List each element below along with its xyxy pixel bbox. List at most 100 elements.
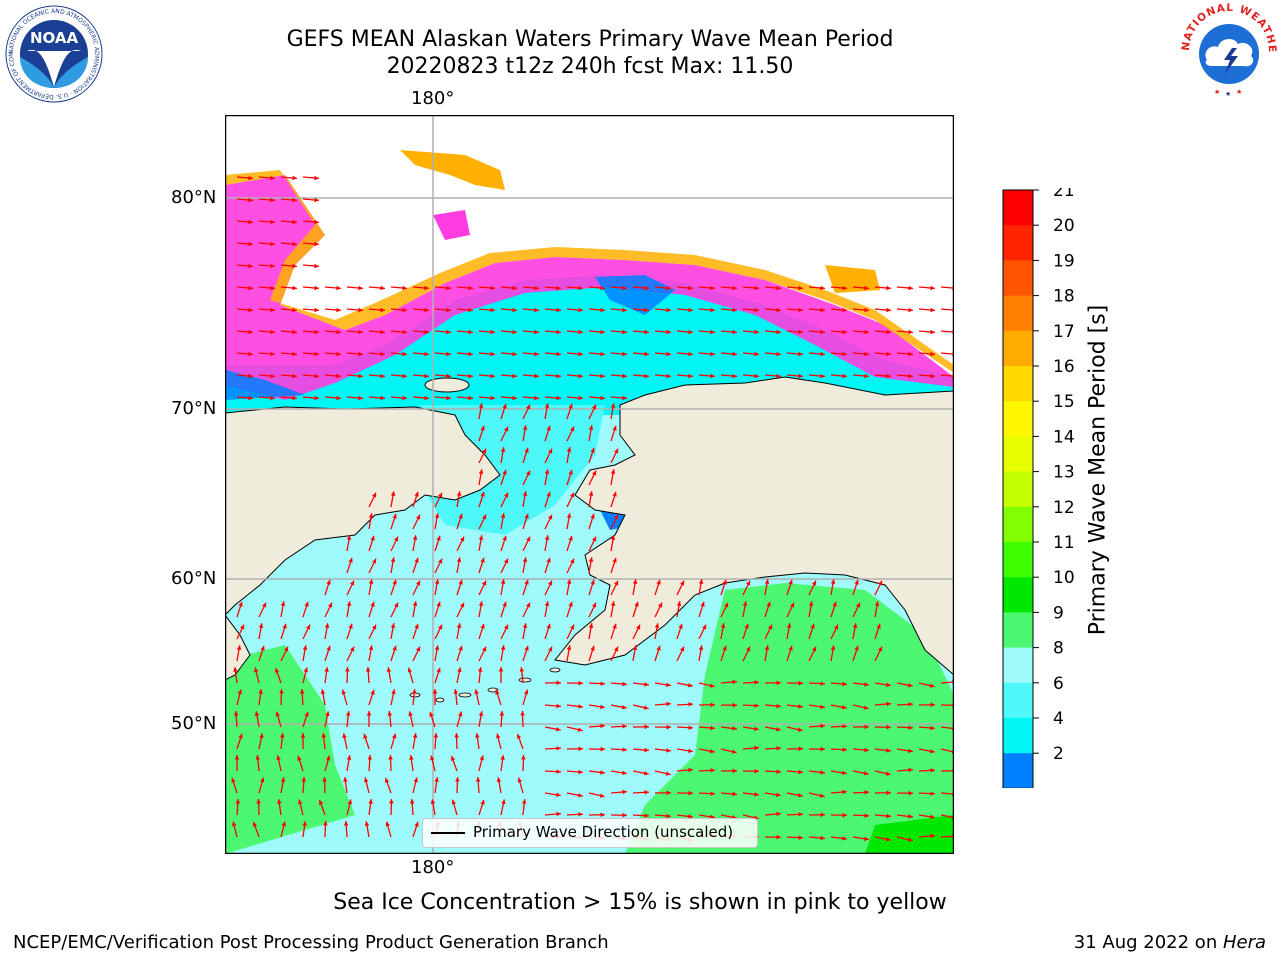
wave-arrow-head [254,711,260,717]
wave-arrow-head [438,492,443,498]
wave-arrow-head [592,536,597,542]
wave-arrow-head [776,680,781,686]
colorbar-tick-label: 6 [1053,674,1064,694]
wave-arrow-head [292,329,297,335]
wave-arrow-head [776,746,781,751]
wave-arrow-head [424,395,429,401]
wave-arrow-head [490,329,495,335]
wave-arrow-head [504,624,509,630]
wave-arrow-head [478,403,484,409]
wave-arrow-head [434,579,440,585]
wave-arrow-head [600,704,605,710]
wave-arrow-head [886,790,891,796]
colorbar-segment [1003,471,1033,508]
wave-arrow-head [292,241,297,247]
wave-arrow-head [798,307,803,313]
wave-arrow-head [414,557,419,563]
wave-arrow-head [490,395,495,401]
wave-arrow-head [874,601,880,607]
wave-arrow-head [776,792,781,798]
wave-arrow-head [446,307,451,313]
wave-arrow-head [390,491,396,497]
wave-arrow-head [391,689,396,695]
wave-arrow-head [622,812,627,818]
wave-arrow-head [600,307,605,313]
wave-arrow-head [298,799,303,805]
wave-arrow-head [810,623,815,629]
wave-arrow-head [314,373,319,379]
wave-arrow-head [666,701,671,707]
wave-arrow-head [424,329,429,335]
wave-arrow-head [731,749,737,754]
colorbar-tick-label: 13 [1053,463,1075,483]
wave-arrow-head [886,351,891,357]
wave-arrow-head [687,682,693,688]
ice-patch-1 [400,150,505,190]
wave-arrow-head [864,813,869,818]
wave-arrow-head [666,373,671,379]
graticule [225,115,954,854]
lat-label-80: 80°N [171,187,217,208]
wave-arrow-head [457,667,462,673]
wave-arrow-head [908,725,913,730]
wave-arrow-head [318,799,324,805]
wave-arrow-head [456,491,462,497]
wave-arrow-head [820,681,825,686]
wave-arrow-head [386,667,392,673]
wave-arrow-head [458,645,463,651]
map-panel[interactable] [224,114,955,855]
wave-arrow-head [746,646,751,652]
wave-arrow-head [325,711,330,717]
wave-arrow-head [688,307,693,313]
wave-arrow-head [610,535,616,541]
wave-arrow-head [380,285,385,291]
colorbar-segment [1003,682,1033,719]
wave-arrow-head [556,285,561,291]
wave-arrow-head [600,812,605,818]
wave-arrow-head [776,285,781,291]
wave-arrow-head [776,769,781,774]
wave-arrow-head [270,351,275,357]
wave-arrow-head [578,307,583,313]
wave-arrow-head [820,307,825,313]
wave-arrow-head [588,557,594,563]
wave-arrow-head [392,513,397,519]
wave-arrow-head [820,835,825,841]
wave-arrow-head [270,263,275,269]
wave-arrow-head [432,689,438,694]
wave-arrow-head [812,646,817,652]
wave-arrow-head [520,711,525,716]
wave-arrow-head [930,351,935,357]
wave-arrow-head [600,351,605,357]
wave-arrow-head [368,799,373,804]
wave-arrow-head [600,373,605,379]
wave-arrow-head [358,395,363,401]
wave-arrow-head [588,491,594,497]
wave-arrow-head [820,812,825,818]
wave-arrow-head [366,711,372,716]
wave-arrow-head [402,351,407,357]
wave-arrow-head [517,777,522,783]
wave-arrow-head [412,601,418,607]
wave-arrow-head [776,834,781,840]
wave-arrow-head [622,395,627,401]
wave-arrow-head [504,558,509,564]
wave-arrow-head [248,329,253,335]
wave-arrow-head [336,373,341,379]
colorbar-segment [1003,647,1033,684]
wave-arrow-head [475,777,481,782]
wave-arrow [940,726,954,730]
wave-arrow-head [548,646,553,652]
wave-arrow-head [592,404,597,410]
wave-arrow-head [524,645,529,651]
wave-arrow-head [292,373,297,379]
wave-arrow-head [820,329,825,335]
wave-arrow-head [622,770,627,776]
wave-arrow-head [322,777,327,782]
wave-arrow-head [820,770,825,775]
wave-arrow-head [314,197,319,203]
wave-arrow-head [436,667,441,673]
wave-arrow-head [776,329,781,335]
wave-arrow-head [380,373,385,379]
wave-arrow-head [907,682,913,688]
